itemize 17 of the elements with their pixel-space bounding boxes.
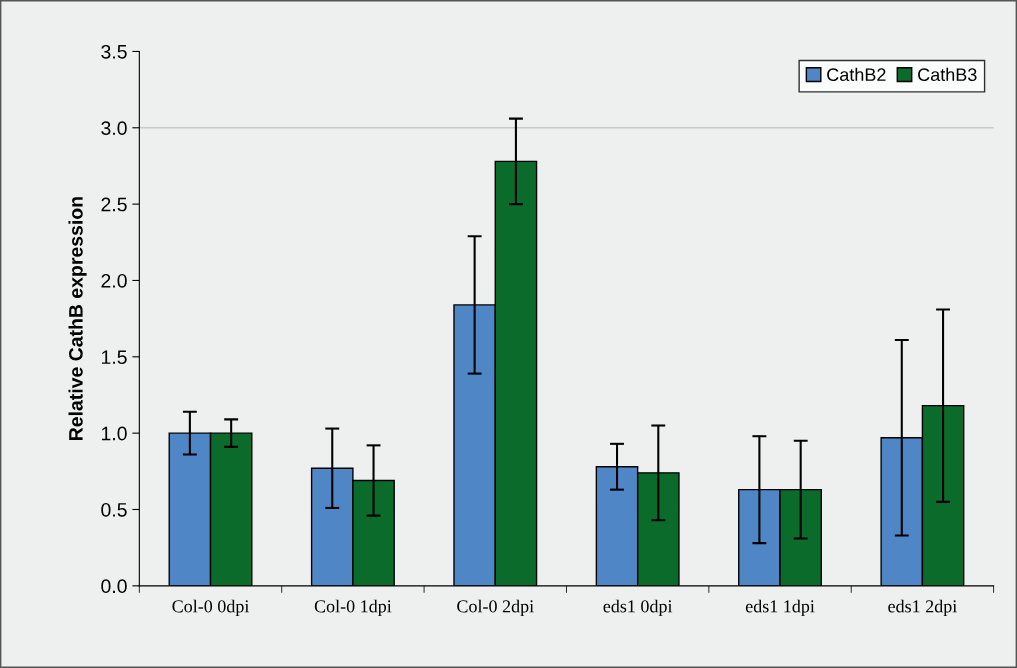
y-tick-label: 0.5 <box>101 502 127 517</box>
y-tick-label: 1.5 <box>101 350 127 365</box>
y-tick-label: 3.0 <box>101 121 127 136</box>
y-axis-title: Relative CathB expression <box>68 197 87 440</box>
x-tick-label: Col-0 0dpi <box>172 599 250 617</box>
y-tick-label: 2.0 <box>101 273 127 288</box>
x-tick-label: eds1 2dpi <box>888 599 957 617</box>
y-tick-label: 0.0 <box>101 579 127 594</box>
x-tick-label: eds1 0dpi <box>603 599 673 617</box>
y-tick-label: 3.5 <box>101 44 127 59</box>
legend-label: CathB2 <box>827 67 886 82</box>
y-tick-label: 1.0 <box>101 426 127 441</box>
x-tick-label: eds1 1dpi <box>745 599 815 617</box>
y-tick-label: 2.5 <box>101 197 127 212</box>
x-tick-label: Col-0 2dpi <box>457 599 534 617</box>
x-tick-label: Col-0 1dpi <box>314 599 392 617</box>
legend-label: CathB3 <box>918 67 977 82</box>
